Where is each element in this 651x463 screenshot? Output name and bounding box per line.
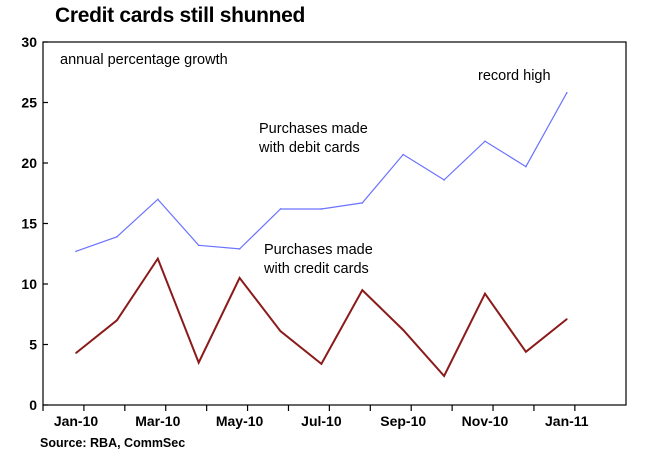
x-tick-label: Sep-10	[380, 413, 426, 429]
subtitle-annotation: annual percentage growth	[60, 52, 228, 68]
chart-title: Credit cards still shunned	[55, 4, 306, 27]
x-tick-label: Nov-10	[462, 413, 509, 429]
y-tick-label: 5	[29, 337, 37, 353]
debit-label-line2: with debit cards	[258, 140, 360, 156]
debit-data-point	[361, 202, 364, 204]
debit-data-point	[157, 198, 159, 201]
x-tick-label: Jan-11	[545, 413, 589, 429]
credit-data-point	[443, 375, 445, 377]
plot-area	[42, 41, 627, 406]
debit-data-point	[525, 165, 527, 168]
y-tick-label: 25	[21, 95, 37, 111]
series-lines	[75, 92, 568, 378]
debit-label-line1: Purchases made	[259, 121, 368, 137]
credit-data-point	[279, 330, 282, 332]
y-tick-label: 0	[29, 397, 37, 413]
debit-data-point	[197, 244, 200, 247]
credit-data-point	[197, 361, 200, 364]
credit-data-point	[566, 318, 568, 320]
credit-data-point	[361, 289, 364, 291]
x-axis: Jan-10 Mar-10 May-10 Jul-10 Sep-10 Nov-10 Jan-…	[42, 405, 589, 429]
credit-data-point	[157, 257, 159, 260]
record-high-annotation: record high	[478, 68, 551, 84]
credit-data-point	[116, 319, 118, 322]
y-tick-label: 15	[21, 216, 37, 232]
debit-data-point	[443, 179, 445, 181]
debit-data-point	[279, 208, 282, 210]
credit-data-point	[525, 350, 527, 353]
credit-data-point	[75, 352, 77, 354]
y-axis: 0 5 10 15 20 25 30	[21, 34, 48, 413]
x-tick-label: Mar-10	[135, 413, 180, 429]
credit-label-line1: Purchases made	[264, 242, 373, 258]
credit-data-point	[402, 329, 405, 331]
y-tick-label: 10	[21, 276, 37, 292]
debit-data-point	[566, 92, 568, 94]
y-tick-label: 30	[21, 34, 37, 50]
debit-data-point	[238, 248, 241, 250]
credit-label-line2: with credit cards	[263, 261, 369, 277]
debit-data-point	[402, 153, 405, 156]
credit-data-point	[484, 292, 486, 295]
debit-data-point	[484, 140, 486, 143]
debit-card-series-line	[75, 92, 568, 252]
debit-data-point	[320, 208, 323, 210]
x-tick-label: May-10	[216, 413, 264, 429]
x-tick-label: Jul-10	[301, 413, 342, 429]
debit-data-point	[116, 236, 118, 238]
credit-data-point	[320, 363, 323, 365]
credit-data-point	[238, 277, 241, 279]
debit-data-point	[75, 250, 77, 253]
y-tick-label: 20	[21, 155, 37, 171]
x-tick-label: Jan-10	[54, 413, 99, 429]
source-note: Source: RBA, CommSec	[40, 436, 186, 450]
